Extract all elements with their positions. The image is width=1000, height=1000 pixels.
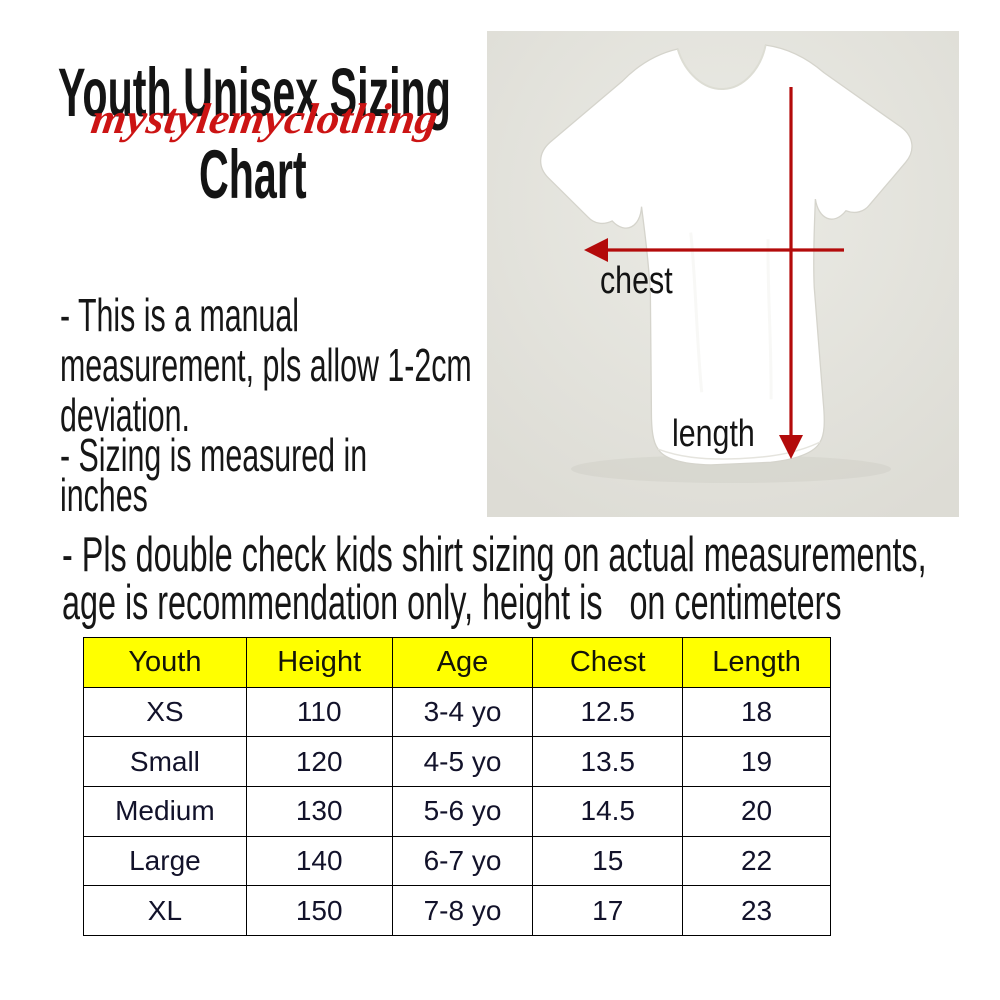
svg-text:length: length	[672, 413, 755, 455]
svg-text:chest: chest	[600, 260, 673, 302]
